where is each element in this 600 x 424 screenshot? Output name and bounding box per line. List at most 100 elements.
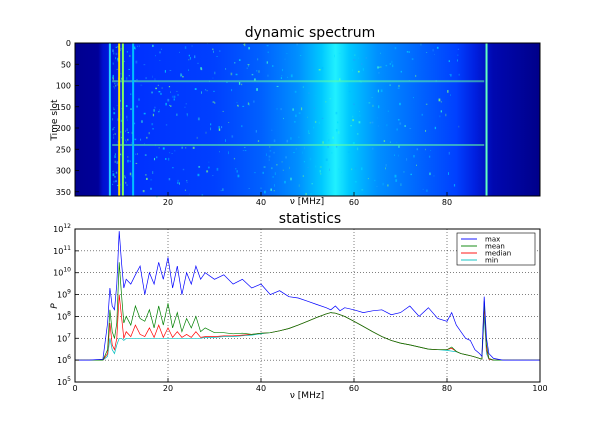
heatmap-speckle <box>319 170 321 173</box>
heatmap-speckle <box>387 110 389 112</box>
heatmap-speckle <box>177 179 179 182</box>
heatmap-speckle <box>395 179 398 182</box>
heatmap-speckle <box>161 87 163 89</box>
heatmap-speckle <box>129 160 132 163</box>
heatmap-speckle <box>374 179 376 182</box>
heatmap-speckle <box>145 77 147 80</box>
heatmap-speckle <box>120 48 122 50</box>
heatmap-speckle <box>148 132 150 135</box>
top-x-axis-label: ν [MHz] <box>290 197 324 207</box>
heatmap-speckle <box>176 91 178 92</box>
heatmap-speckle <box>377 66 379 69</box>
heatmap-speckle <box>384 167 386 170</box>
bottom-x-ticks: 0 20 40 60 80 100 <box>72 378 548 393</box>
heatmap-speckle <box>135 162 138 164</box>
heatmap-speckle <box>387 184 389 187</box>
heatmap-speckle <box>176 113 178 116</box>
heatmap-speckle <box>112 118 114 121</box>
heatmap-speckle <box>136 105 138 108</box>
heatmap-speckle <box>116 83 119 86</box>
heatmap-speckle <box>173 98 176 101</box>
heatmap-speckle <box>125 130 126 132</box>
heatmap-speckle <box>391 60 393 64</box>
heatmap-speckle <box>120 131 122 133</box>
heatmap-speckle <box>216 56 218 58</box>
heatmap-speckle <box>322 141 324 144</box>
heatmap-speckle <box>140 84 143 86</box>
heatmap-speckle <box>335 129 338 132</box>
heatmap-speckle <box>151 91 153 94</box>
heatmap-speckle <box>155 87 157 90</box>
heatmap-speckle <box>359 111 360 112</box>
heatmap-speckle <box>254 78 256 81</box>
heatmap-speckle <box>152 113 155 117</box>
heatmap-speckle <box>258 70 260 73</box>
heatmap-speckle <box>347 151 350 153</box>
heatmap-speckle <box>328 139 330 142</box>
heatmap-speckle <box>367 177 369 180</box>
heatmap-speckle <box>237 174 240 178</box>
heatmap-speckle <box>144 154 147 156</box>
heatmap-speckle <box>244 43 246 47</box>
heatmap-speckle <box>398 84 400 88</box>
heatmap-speckle <box>295 147 297 150</box>
heatmap-speckle <box>172 167 174 169</box>
heatmap-speckle <box>408 51 410 53</box>
y-tick-label: 350 <box>56 188 71 197</box>
heatmap-speckle <box>425 129 427 132</box>
heatmap-speckle <box>113 108 115 110</box>
heatmap-speckle <box>117 184 119 187</box>
heatmap-speckle <box>409 128 412 130</box>
heatmap-speckle <box>287 76 289 78</box>
heatmap-speckle <box>171 95 173 98</box>
heatmap-speckle <box>355 167 357 169</box>
heatmap-speckle <box>112 173 115 177</box>
heatmap-speckle <box>403 171 405 173</box>
heatmap-speckle <box>286 53 288 55</box>
heatmap-speckle <box>181 74 183 77</box>
heatmap-speckle <box>112 74 114 78</box>
heatmap-speckle <box>308 92 310 94</box>
heatmap-features <box>108 43 488 198</box>
heatmap-speckle <box>116 105 118 107</box>
heatmap-speckle <box>300 107 303 111</box>
heatmap-speckle <box>231 135 234 138</box>
heatmap-speckle <box>230 72 233 76</box>
heatmap-speckle <box>185 147 187 149</box>
heatmap-speckle <box>396 141 398 143</box>
heatmap-speckle <box>298 136 300 138</box>
heatmap-speckle <box>151 123 154 126</box>
heatmap-speckle <box>135 153 137 155</box>
heatmap-speckle <box>188 54 190 57</box>
heatmap-speckle <box>197 62 199 64</box>
heatmap-speckle <box>130 93 132 95</box>
heatmap-speckle <box>228 151 229 155</box>
heatmap-speckle <box>237 106 239 107</box>
heatmap-speckle <box>114 133 116 135</box>
heatmap-speckle <box>335 111 338 115</box>
heatmap-speckle <box>358 121 361 124</box>
heatmap-speckle <box>433 54 435 55</box>
heatmap-speckle <box>253 172 256 174</box>
heatmap-speckle <box>169 152 171 154</box>
heatmap-speckle <box>368 102 371 104</box>
heatmap-speckle <box>430 150 432 151</box>
heatmap-speckle <box>113 134 114 136</box>
heatmap-speckle <box>247 64 250 66</box>
heatmap-speckle <box>325 158 328 162</box>
heatmap-speckle <box>128 69 131 70</box>
heatmap-speckle <box>210 127 212 131</box>
heatmap-speckle <box>165 124 168 126</box>
heatmap-speckle <box>167 98 170 102</box>
heatmap-speckle <box>271 167 273 170</box>
heatmap-speckle <box>351 168 353 171</box>
heatmap-speckle <box>458 125 460 128</box>
heatmap-speckle <box>366 102 368 104</box>
heatmap-speckle <box>349 160 350 162</box>
heatmap-vertical-line <box>108 43 111 196</box>
statistics-panel: statistics 0 20 40 60 80 100 1051061071081091… <box>50 211 548 401</box>
heatmap-speckle <box>290 137 292 140</box>
heatmap-speckle <box>117 46 119 48</box>
heatmap-speckle <box>420 43 422 46</box>
heatmap-speckle <box>134 138 137 141</box>
